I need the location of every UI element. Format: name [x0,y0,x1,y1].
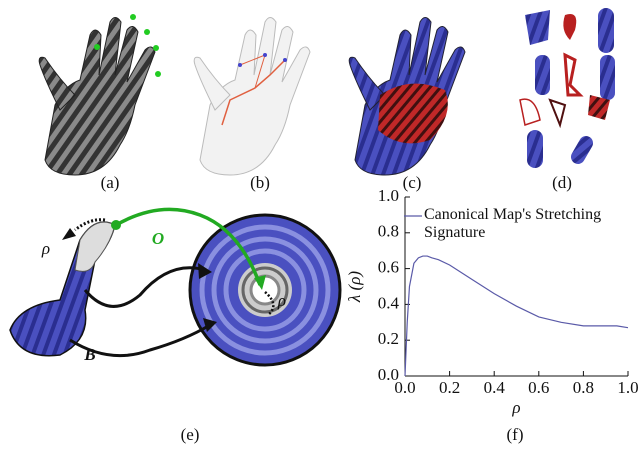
o-label: O [152,229,164,248]
panel-label: (c) [403,173,422,192]
x-tick-label: 0.2 [439,378,460,397]
panel-c-image [349,18,465,176]
b-label: B [83,345,95,364]
figure: ρ O ρ B (a) (b) (c) (d) (e) (f) 0.0 0.2 0.… [0,0,643,450]
x-tick-label: 0.4 [484,378,506,397]
y-tick-label: 0.2 [378,329,399,348]
x-tick-label: 1.0 [617,378,638,397]
panel-label: (a) [101,173,120,192]
legend-label: Canonical Map's Stretching Signature [424,206,601,241]
y-tick-label: 0.6 [378,258,399,277]
y-tick-label: 0.8 [378,222,399,241]
panel-label: (e) [181,425,200,444]
x-axis-label: ρ [511,398,520,417]
panel-b-image [194,18,310,176]
rho-label: ρ [277,291,286,310]
y-tick-label: 1.0 [378,186,399,205]
rho-label: ρ [41,239,50,258]
y-tick-label: 0.4 [378,293,400,312]
panel-label: (d) [552,173,572,192]
panel-e-diagram: ρ O ρ B [10,209,340,365]
x-tick-label: 0.6 [528,378,549,397]
panel-label: (f) [507,425,524,444]
legend: Canonical Map's Stretching Signature [424,206,624,242]
legend-swatch [404,211,422,221]
panel-a-image [39,14,161,175]
panel-label: (b) [250,173,270,192]
y-axis-label: λ (ρ) [345,271,364,303]
panel-d-image [520,8,615,168]
x-tick-label: 0.0 [394,378,415,397]
x-tick-label: 0.8 [573,378,594,397]
line-series [405,256,628,376]
